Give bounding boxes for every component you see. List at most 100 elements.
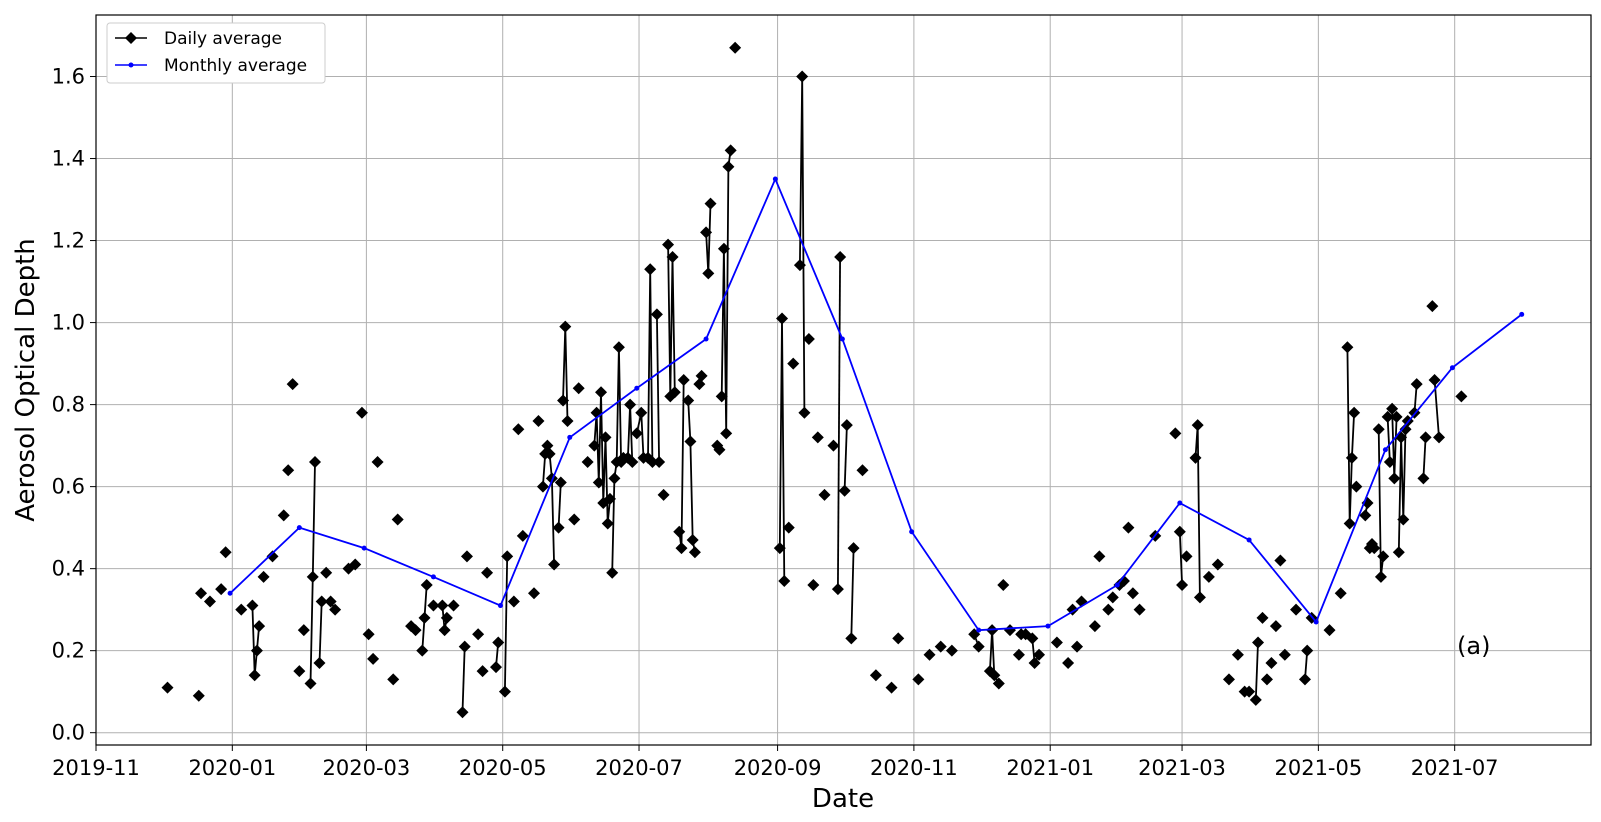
monthly-average-point — [361, 545, 367, 551]
daily-average-point — [349, 558, 362, 571]
daily-average-point — [286, 378, 299, 391]
daily-average-point — [1117, 574, 1130, 587]
monthly-average-point — [634, 385, 640, 391]
daily-average-point — [722, 160, 735, 173]
daily-average-point — [1133, 603, 1146, 616]
daily-average-point — [235, 603, 248, 616]
legend: Daily average Monthly average — [106, 22, 326, 84]
daily-average-point — [418, 611, 431, 624]
daily-average-point — [250, 644, 263, 657]
daily-average-point — [1249, 693, 1262, 706]
daily-average-point — [1350, 480, 1363, 493]
daily-average-point — [831, 583, 844, 596]
daily-average-point — [988, 669, 1001, 682]
daily-average-point — [1050, 636, 1063, 649]
plot-frame — [95, 14, 1592, 746]
daily-average-point — [717, 242, 730, 255]
daily-average-point — [1102, 603, 1115, 616]
daily-average-point — [798, 406, 811, 419]
daily-average-point — [1003, 624, 1016, 637]
daily-average-point — [1222, 673, 1235, 686]
daily-average-point — [476, 665, 489, 678]
x-tick-label: 2020-09 — [734, 756, 822, 780]
daily-average-point — [1026, 632, 1039, 645]
daily-average-line-segment — [989, 630, 1000, 684]
legend-box — [106, 22, 326, 84]
monthly-average-point — [772, 176, 778, 182]
legend-monthly-label: Monthly average — [164, 56, 307, 76]
daily-average-point — [1260, 673, 1273, 686]
monthly-average-point — [1313, 619, 1319, 625]
daily-average-point — [702, 267, 715, 280]
daily-average-point — [1428, 374, 1441, 386]
daily-average-point — [892, 632, 905, 645]
daily-average-point — [724, 144, 737, 157]
daily-average-point — [1359, 509, 1372, 522]
daily-average-point — [1397, 513, 1410, 526]
daily-average-point — [595, 386, 608, 399]
daily-average-point — [246, 599, 259, 612]
y-tick-label: 1.0 — [52, 311, 85, 335]
daily-average-line-segment — [251, 605, 260, 676]
monthly-average-point — [1382, 447, 1388, 453]
daily-average-point — [420, 579, 433, 592]
daily-average-point — [626, 456, 639, 469]
daily-average-point — [1033, 648, 1046, 661]
x-axis-title: Date — [812, 784, 874, 814]
daily-average-point — [811, 431, 824, 444]
daily-average-point — [1372, 423, 1385, 436]
daily-average-point — [438, 624, 451, 637]
daily-average-point — [834, 250, 847, 263]
daily-average-point — [371, 456, 384, 469]
daily-average-point — [277, 509, 290, 522]
daily-average-point — [581, 456, 594, 469]
monthly-average-point — [1449, 365, 1455, 371]
daily-average-point — [606, 566, 619, 579]
monthly-average-point — [567, 434, 573, 440]
daily-average-point — [1252, 636, 1265, 649]
daily-average-point — [773, 542, 786, 555]
daily-average-point — [720, 427, 733, 440]
daily-average-point — [624, 398, 637, 411]
daily-average-point — [612, 341, 625, 354]
daily-average-point — [1265, 656, 1278, 669]
daily-average-point — [840, 419, 853, 432]
daily-average-point — [557, 394, 570, 407]
x-tick-label: 2021-07 — [1411, 756, 1499, 780]
daily-average-point — [1211, 558, 1224, 571]
daily-average-point — [266, 550, 279, 563]
daily-average-point — [447, 599, 460, 612]
daily-average-point — [713, 443, 726, 456]
daily-average-point — [1433, 431, 1446, 444]
daily-average-point — [945, 644, 958, 657]
daily-average-point — [1381, 410, 1394, 423]
daily-average-point — [1334, 587, 1347, 600]
x-tick-labels: 2019-11 2020-01 2020-03 2020-05 2020-07 2020-… — [52, 756, 1498, 780]
daily-average-point — [657, 488, 670, 501]
daily-average-point — [1377, 550, 1390, 563]
daily-average-line-segment — [504, 556, 509, 692]
daily-average-point — [293, 665, 306, 678]
y-tick-label: 0.2 — [52, 639, 85, 663]
daily-average-point — [682, 394, 695, 407]
daily-average-point — [677, 374, 690, 386]
daily-average-line-segment — [318, 601, 323, 664]
daily-average-point — [436, 599, 449, 612]
daily-average-point — [1256, 611, 1269, 624]
daily-average-point — [313, 656, 326, 669]
daily-average-point — [653, 456, 666, 469]
daily-average-point — [807, 579, 820, 592]
daily-average-point — [1278, 648, 1291, 661]
daily-average-point — [1386, 402, 1399, 415]
daily-average-point — [1341, 341, 1354, 354]
daily-average-line-segment — [593, 392, 611, 524]
daily-average-point — [1390, 410, 1403, 423]
daily-average-point — [704, 197, 717, 210]
daily-average-line-segment — [843, 425, 848, 491]
legend-daily-label: Daily average — [164, 29, 282, 49]
daily-average-point — [308, 456, 321, 469]
daily-average-point — [490, 661, 503, 674]
daily-average-point — [827, 439, 840, 452]
daily-average-point — [644, 263, 657, 276]
monthly-average-point — [976, 627, 982, 633]
